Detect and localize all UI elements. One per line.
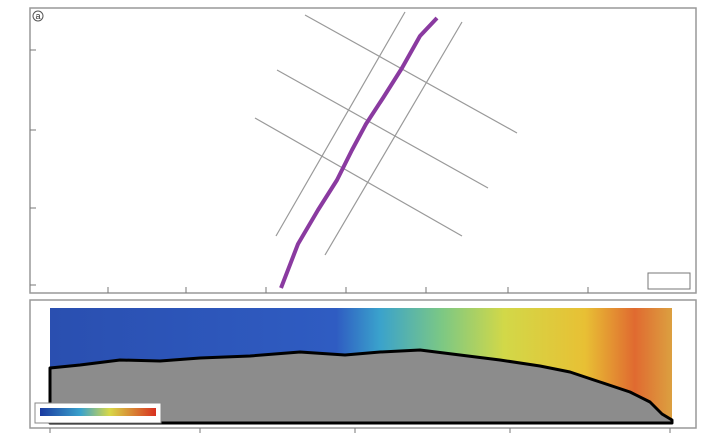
scale-box [648, 273, 690, 289]
panel-label: a [35, 11, 40, 21]
page: a [0, 0, 712, 436]
figure: a [0, 0, 712, 436]
colorbar [40, 408, 156, 416]
map-frame [30, 8, 696, 293]
map-panel: a [30, 8, 696, 293]
section-panel [30, 300, 696, 433]
